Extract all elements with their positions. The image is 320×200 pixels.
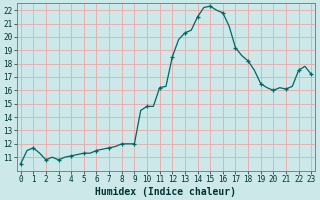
X-axis label: Humidex (Indice chaleur): Humidex (Indice chaleur) <box>95 186 236 197</box>
